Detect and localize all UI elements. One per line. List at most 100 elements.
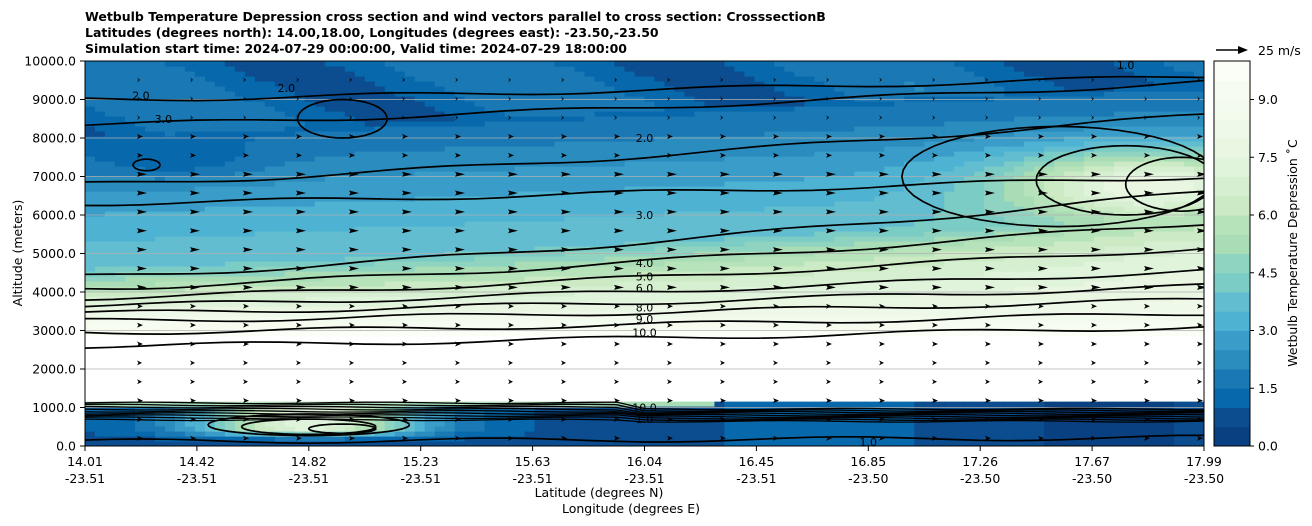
field-cell <box>444 166 456 172</box>
field-cell <box>354 421 366 427</box>
field-cell <box>534 426 546 432</box>
field-cell <box>514 211 526 217</box>
field-cell <box>334 306 346 312</box>
field-cell <box>314 186 326 192</box>
field-cell <box>594 391 606 397</box>
field-cell <box>594 276 606 282</box>
field-cell <box>224 201 236 207</box>
field-cell <box>564 331 576 337</box>
field-cell <box>164 381 176 387</box>
field-cell <box>494 336 506 342</box>
field-cell <box>214 296 226 302</box>
field-cell <box>394 391 406 397</box>
field-cell <box>654 281 666 287</box>
field-cell <box>244 371 256 377</box>
field-cell <box>704 201 716 207</box>
field-cell <box>604 161 616 167</box>
field-cell <box>384 376 396 382</box>
field-cell <box>204 266 216 272</box>
field-cell <box>224 351 236 357</box>
field-cell <box>624 256 636 262</box>
field-cell <box>714 66 726 72</box>
field-cell <box>244 136 256 142</box>
field-cell <box>614 306 626 312</box>
field-cell <box>384 246 396 252</box>
field-cell <box>264 266 276 272</box>
field-cell <box>714 76 726 82</box>
field-cell <box>394 261 406 267</box>
field-cell <box>374 221 386 227</box>
field-cell <box>654 396 666 402</box>
field-cell <box>374 416 386 422</box>
field-cell <box>234 106 246 112</box>
field-cell <box>164 106 176 112</box>
field-cell <box>684 121 696 127</box>
field-cell <box>554 231 566 237</box>
field-cell <box>694 266 706 272</box>
field-cell <box>604 71 616 77</box>
field-cell <box>564 86 576 92</box>
field-cell <box>214 91 226 97</box>
field-cell <box>284 226 296 232</box>
field-cell <box>324 436 336 442</box>
field-cell <box>164 111 176 117</box>
field-cell <box>114 61 126 67</box>
field-cell <box>644 126 656 132</box>
field-cell <box>594 406 606 412</box>
field-cell <box>704 336 716 342</box>
field-cell <box>594 211 606 217</box>
field-cell <box>634 281 646 287</box>
field-cell <box>374 331 386 337</box>
field-cell <box>264 146 276 152</box>
field-cell <box>244 386 256 392</box>
field-cell <box>444 121 456 127</box>
field-cell <box>244 86 256 92</box>
field-cell <box>524 61 536 67</box>
field-cell <box>694 321 706 327</box>
field-cell <box>634 246 646 252</box>
field-cell <box>344 301 356 307</box>
field-cell <box>304 141 316 147</box>
field-cell <box>184 256 196 262</box>
field-cell <box>524 391 536 397</box>
field-cell <box>304 436 316 442</box>
field-cell <box>484 151 496 157</box>
field-cell <box>254 266 266 272</box>
field-cell <box>394 436 406 442</box>
field-cell <box>264 141 276 147</box>
field-cell <box>514 71 526 77</box>
field-cell <box>394 146 406 152</box>
field-cell <box>314 91 326 97</box>
field-cell <box>404 316 416 322</box>
field-cell <box>224 161 236 167</box>
field-cell <box>164 281 176 287</box>
field-cell <box>85 421 96 427</box>
field-cell <box>484 136 496 142</box>
field-cell <box>694 421 706 427</box>
field-cell <box>154 206 166 212</box>
field-cell <box>704 391 716 397</box>
field-cell <box>144 181 156 187</box>
field-cell <box>114 206 126 212</box>
field-cell <box>334 426 346 432</box>
field-cell <box>254 136 266 142</box>
field-cell <box>164 316 176 322</box>
field-cell <box>414 261 426 267</box>
field-cell <box>714 391 726 397</box>
field-cell <box>364 321 376 327</box>
field-cell <box>394 131 406 137</box>
field-cell <box>474 256 486 262</box>
field-cell <box>534 266 546 272</box>
field-cell <box>534 321 546 327</box>
field-cell <box>634 391 646 397</box>
field-cell <box>234 126 246 132</box>
field-cell <box>454 421 466 427</box>
field-cell <box>554 166 566 172</box>
field-cell <box>624 271 636 277</box>
field-cell <box>154 311 166 317</box>
field-cell <box>684 176 696 182</box>
field-cell <box>544 191 556 197</box>
field-cell <box>394 231 406 237</box>
field-cell <box>594 321 606 327</box>
field-cell <box>144 146 156 152</box>
